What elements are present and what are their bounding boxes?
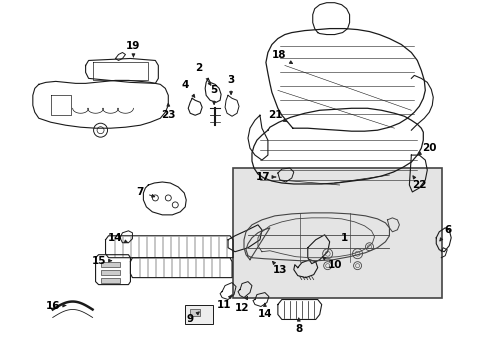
Bar	[233, 168, 441, 298]
Text: 5: 5	[210, 85, 217, 104]
Text: 8: 8	[295, 318, 302, 334]
Text: 11: 11	[216, 294, 232, 310]
Text: 21: 21	[267, 110, 287, 122]
Bar	[190, 309, 200, 316]
Bar	[185, 305, 213, 324]
Text: 16: 16	[45, 301, 66, 311]
Text: 14: 14	[108, 233, 128, 243]
Text: 23: 23	[161, 103, 175, 120]
Bar	[101, 262, 120, 267]
Text: 15: 15	[91, 256, 111, 266]
Text: 4: 4	[181, 80, 194, 97]
Text: 12: 12	[234, 297, 249, 312]
Text: 10: 10	[322, 257, 341, 270]
Text: 20: 20	[417, 143, 436, 154]
Text: 17: 17	[255, 172, 275, 182]
Text: 6: 6	[439, 225, 451, 241]
Text: 1: 1	[340, 233, 347, 243]
Text: 13: 13	[272, 261, 286, 275]
Text: 7: 7	[137, 187, 154, 197]
Text: 19: 19	[126, 41, 141, 57]
Text: 3: 3	[227, 75, 234, 94]
Text: 14: 14	[257, 303, 272, 319]
Bar	[101, 270, 120, 275]
Text: 9: 9	[186, 312, 199, 324]
Text: 22: 22	[411, 176, 426, 190]
Bar	[101, 278, 120, 283]
Text: 2: 2	[195, 63, 210, 85]
Text: 18: 18	[271, 50, 292, 63]
